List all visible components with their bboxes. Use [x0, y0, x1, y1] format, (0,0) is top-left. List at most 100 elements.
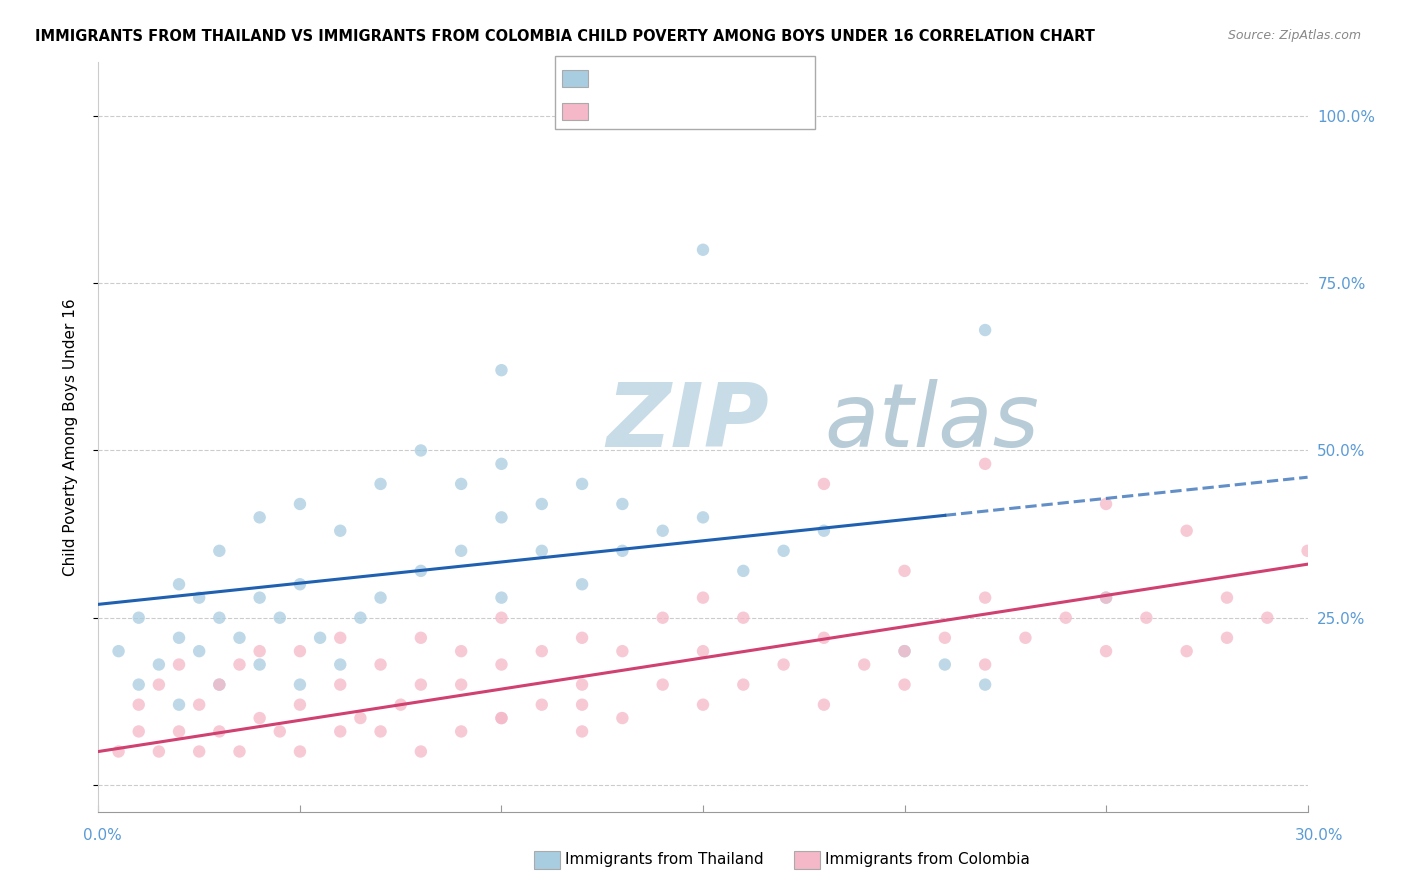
Point: [450, 678, 472, 692]
Point: [974, 591, 997, 605]
Point: [370, 476, 392, 491]
Point: [167, 577, 190, 591]
Point: [128, 611, 150, 625]
Point: [1216, 631, 1239, 645]
Point: [128, 698, 150, 712]
Point: [208, 544, 231, 558]
Point: [228, 657, 250, 672]
Point: [692, 510, 714, 524]
Point: [208, 678, 231, 692]
Point: [148, 744, 170, 758]
Point: [288, 644, 311, 658]
Point: [1014, 631, 1036, 645]
Point: [571, 724, 593, 739]
Point: [409, 631, 432, 645]
Text: IMMIGRANTS FROM THAILAND VS IMMIGRANTS FROM COLOMBIA CHILD POVERTY AMONG BOYS UN: IMMIGRANTS FROM THAILAND VS IMMIGRANTS F…: [35, 29, 1095, 44]
Point: [692, 698, 714, 712]
Point: [491, 611, 513, 625]
Point: [651, 611, 673, 625]
Point: [148, 678, 170, 692]
Point: [893, 678, 915, 692]
Point: [409, 744, 432, 758]
Point: [409, 564, 432, 578]
Point: [571, 698, 593, 712]
Point: [491, 363, 513, 377]
Point: [188, 744, 211, 758]
Point: [389, 698, 412, 712]
Point: [329, 724, 352, 739]
Point: [188, 644, 211, 658]
Point: [813, 631, 835, 645]
Point: [934, 657, 956, 672]
Point: [1054, 611, 1077, 625]
Text: atlas: atlas: [824, 379, 1039, 465]
Point: [167, 631, 190, 645]
Text: 52: 52: [721, 70, 742, 85]
Point: [208, 678, 231, 692]
Point: [269, 724, 291, 739]
Point: [128, 724, 150, 739]
Text: ZIP: ZIP: [606, 378, 769, 466]
Point: [733, 611, 755, 625]
Point: [893, 564, 915, 578]
Point: [491, 510, 513, 524]
Point: [450, 644, 472, 658]
Point: [208, 724, 231, 739]
Text: 0.190: 0.190: [633, 70, 681, 85]
Point: [128, 678, 150, 692]
Point: [188, 698, 211, 712]
Point: [288, 497, 311, 511]
Point: [692, 591, 714, 605]
Text: Source: ZipAtlas.com: Source: ZipAtlas.com: [1227, 29, 1361, 42]
Point: [530, 497, 553, 511]
Text: Immigrants from Colombia: Immigrants from Colombia: [825, 853, 1031, 867]
Point: [370, 591, 392, 605]
Point: [269, 611, 291, 625]
Point: [1216, 591, 1239, 605]
Text: 30.0%: 30.0%: [1295, 829, 1343, 843]
Point: [249, 591, 271, 605]
Point: [370, 724, 392, 739]
Point: [974, 323, 997, 337]
Point: [329, 631, 352, 645]
Point: [1095, 591, 1118, 605]
Point: [612, 544, 634, 558]
Point: [612, 711, 634, 725]
Point: [1095, 591, 1118, 605]
Point: [249, 711, 271, 725]
Point: [329, 657, 352, 672]
Point: [772, 657, 794, 672]
Point: [370, 657, 392, 672]
Point: [571, 476, 593, 491]
Point: [450, 476, 472, 491]
Point: [491, 711, 513, 725]
Point: [249, 644, 271, 658]
Point: [450, 544, 472, 558]
Text: N =: N =: [682, 70, 725, 85]
Point: [288, 678, 311, 692]
Point: [974, 678, 997, 692]
Point: [107, 644, 129, 658]
Point: [249, 657, 271, 672]
Point: [288, 577, 311, 591]
Point: [491, 657, 513, 672]
Point: [167, 698, 190, 712]
Point: [692, 644, 714, 658]
Point: [1095, 644, 1118, 658]
Point: [409, 443, 432, 458]
Point: [530, 544, 553, 558]
Point: [1095, 497, 1118, 511]
Point: [612, 644, 634, 658]
Point: [491, 591, 513, 605]
Point: [491, 457, 513, 471]
Point: [1256, 611, 1278, 625]
Point: [733, 678, 755, 692]
Point: [249, 510, 271, 524]
Y-axis label: Child Poverty Among Boys Under 16: Child Poverty Among Boys Under 16: [63, 298, 77, 576]
Point: [893, 644, 915, 658]
Point: [107, 744, 129, 758]
Text: Immigrants from Thailand: Immigrants from Thailand: [565, 853, 763, 867]
Point: [148, 657, 170, 672]
Point: [733, 564, 755, 578]
Point: [571, 631, 593, 645]
